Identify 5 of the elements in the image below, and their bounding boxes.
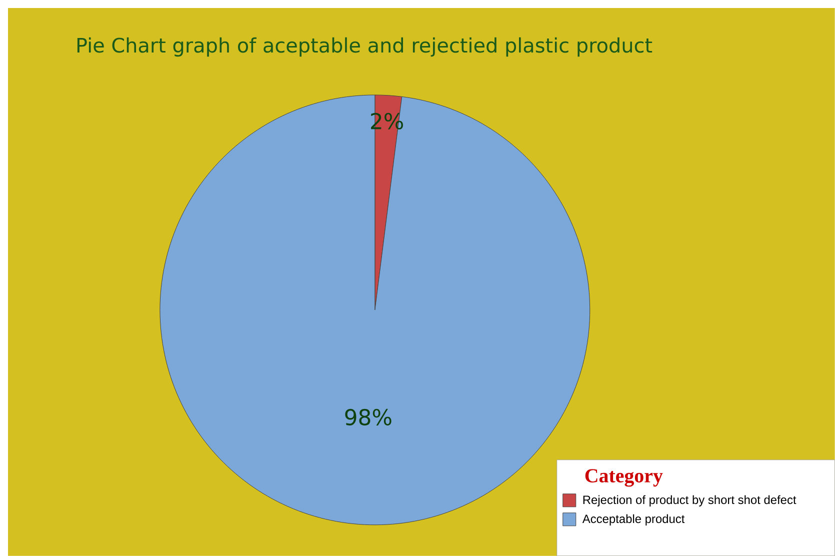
data-label: 98% [345, 408, 392, 426]
legend-title: Category [585, 469, 663, 487]
legend-label: Acceptable product [582, 514, 685, 526]
legend-label: Rejection of product by short shot defect [583, 495, 796, 506]
chart-title: Pie Chart graph of aceptable and rejectied plastic product [77, 37, 652, 57]
